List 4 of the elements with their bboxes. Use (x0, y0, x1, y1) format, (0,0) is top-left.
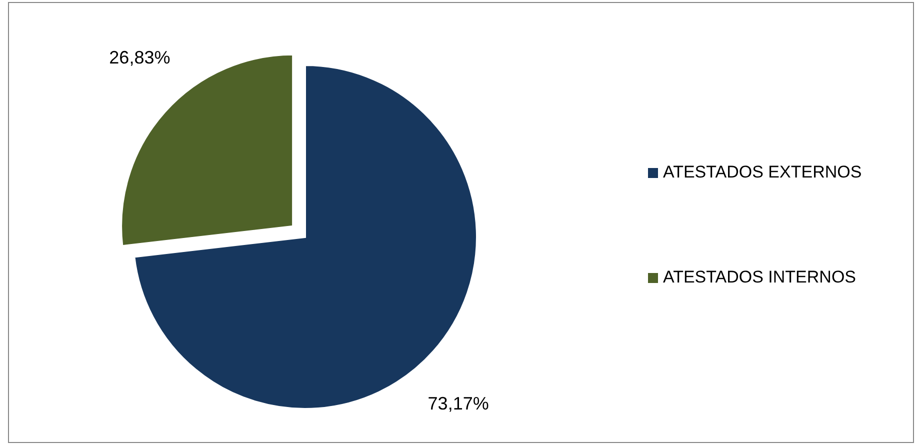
legend-label: ATESTADOS EXTERNOS (663, 162, 862, 182)
legend-label: ATESTADOS INTERNOS (663, 267, 856, 286)
data-label: 26,83% (109, 47, 170, 68)
data-label: 73,17% (428, 393, 489, 414)
